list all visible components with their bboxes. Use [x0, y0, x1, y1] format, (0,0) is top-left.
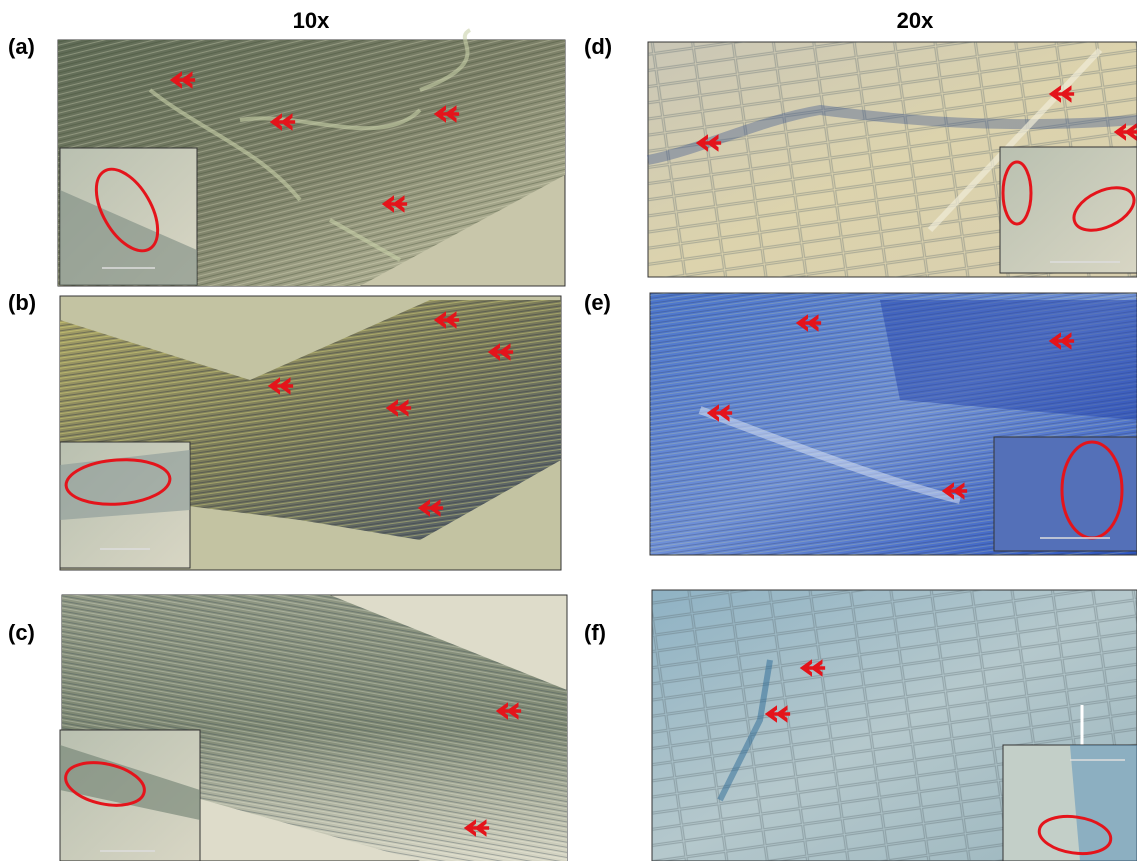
micrograph [60, 595, 567, 861]
column-header: 10x [293, 8, 330, 33]
page: {"columns": ["10x", "20x"], "panels": [{… [0, 0, 1137, 861]
micrograph [650, 293, 1137, 555]
micrograph [60, 296, 561, 570]
panel-label: (e) [584, 290, 611, 315]
micrograph [648, 42, 1137, 277]
figure: 10x 20x (a) (b) (c) [0, 0, 1137, 861]
panel-label: (c) [8, 620, 35, 645]
decoration [1070, 745, 1137, 861]
micrograph [652, 590, 1137, 861]
decoration [1000, 147, 1137, 273]
micrograph [58, 30, 565, 286]
decoration [994, 437, 1137, 551]
column-header: 20x [897, 8, 934, 33]
panel-label: (f) [584, 620, 606, 645]
body: 10x 20x (a) (b) (c) [0, 0, 1137, 861]
panel-label: (a) [8, 34, 35, 59]
panel-label: (d) [584, 34, 612, 59]
panel-label: (b) [8, 290, 36, 315]
